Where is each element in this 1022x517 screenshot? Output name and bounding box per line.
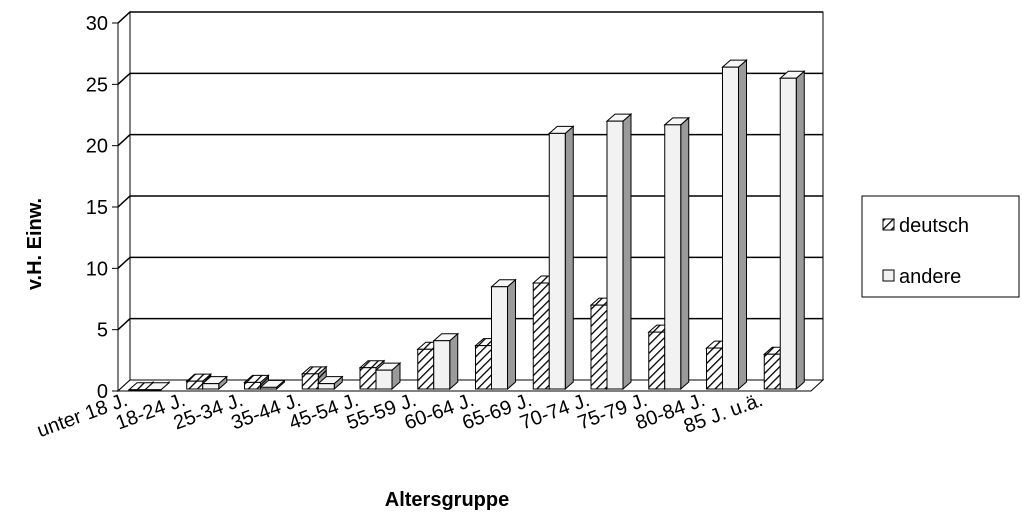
y-axis-ticks: 0 5 10 15 20 25 30 (86, 13, 118, 403)
plot-walls (116, 10, 825, 393)
y-tick-label: 10 (86, 258, 108, 280)
bar-side (738, 59, 747, 391)
bar-andere-5 (432, 332, 460, 391)
x-axis-ticks: unter 18 J.18-24 J.25-34 J.35-44 J.45-54… (34, 389, 766, 442)
bar-front (244, 381, 261, 390)
legend-label-andere: andere (899, 266, 961, 288)
bar-front (128, 389, 146, 391)
bar-andere-8 (605, 113, 633, 391)
legend-swatch-andere (882, 269, 895, 282)
bar-front (375, 369, 393, 390)
bar-andere-6 (490, 278, 517, 391)
bar-front (722, 66, 739, 390)
bar-andere-2 (259, 379, 286, 391)
bar-front (779, 77, 797, 390)
y-tick-label: 25 (86, 74, 108, 96)
legend-label-deutsch: deutsch (899, 215, 969, 237)
bar-front (706, 347, 723, 390)
gridlines (117, 11, 823, 331)
gridline (117, 72, 823, 85)
y-tick-label: 15 (86, 197, 108, 219)
bar-andere-10 (721, 59, 748, 391)
bar-front (664, 124, 682, 390)
floor (116, 379, 825, 392)
y-tick-label: 5 (97, 320, 108, 342)
bar-side (564, 125, 574, 391)
bar-side (680, 116, 690, 391)
y-tick-label: 30 (86, 13, 108, 35)
bar-andere-11 (778, 70, 806, 391)
x-axis-title: Altersgruppe (385, 489, 509, 511)
bar-front (606, 120, 624, 390)
bar-front (202, 383, 220, 390)
bar-side (449, 332, 459, 391)
bar-side (507, 278, 516, 391)
bar-front (417, 348, 435, 390)
bar-andere-3 (316, 375, 344, 391)
gridline (117, 256, 823, 269)
bar-front (532, 282, 550, 390)
y-tick-label: 0 (97, 381, 108, 403)
gridline (117, 195, 823, 208)
bar-andere-0 (143, 380, 171, 391)
legend-swatch-deutsch (882, 218, 895, 231)
bar-andere-7 (547, 125, 575, 391)
bar-andere-4 (374, 362, 402, 391)
bar-front (548, 132, 566, 390)
y-axis-title: v.H. Einw. (24, 198, 46, 290)
y-tick-label: 20 (86, 136, 108, 158)
bar-front (260, 386, 277, 390)
bar-deutsch-3 (300, 365, 328, 391)
bar-front (475, 345, 492, 390)
bar-front (648, 331, 666, 390)
bar-front (301, 373, 319, 390)
bar-front (433, 340, 451, 390)
bars (127, 59, 806, 391)
bar-front (763, 353, 781, 390)
bar-side (795, 70, 805, 391)
bar-front (186, 380, 204, 390)
gridline (117, 11, 823, 24)
bar-front (144, 389, 162, 391)
legend: deutsch andere (861, 195, 1020, 298)
bar-front (491, 286, 508, 390)
bar-andere-9 (663, 116, 691, 391)
gridline (117, 133, 823, 147)
bar-side (622, 113, 632, 391)
bar-front (359, 367, 377, 390)
bar-front (317, 383, 335, 390)
bar-front (590, 304, 608, 390)
bar-andere-1 (201, 375, 229, 391)
bar-deutsch-2 (243, 374, 270, 391)
